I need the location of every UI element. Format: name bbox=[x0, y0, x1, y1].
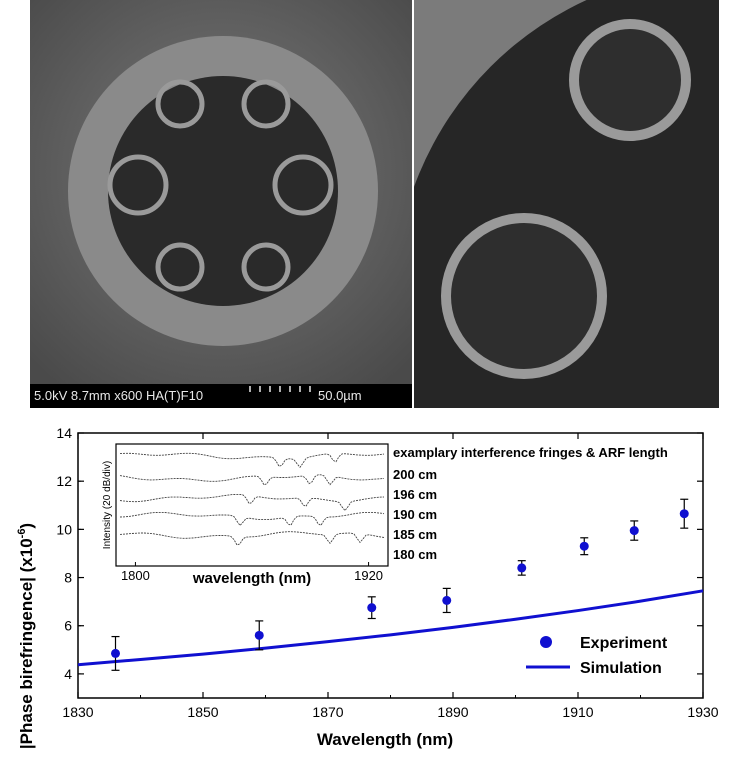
y-tick-label: 8 bbox=[64, 570, 72, 586]
x-tick-label: 1930 bbox=[687, 704, 718, 720]
sem-info-bar: 5.0kV 8.7mm x600 HA(T)F10 50.0µm bbox=[30, 384, 412, 408]
sem-image-cross-section: 5.0kV 8.7mm x600 HA(T)F10 50.0µm bbox=[30, 0, 412, 408]
x-axis-ticks: 1830 1850 1870 1890 1910 1930 bbox=[62, 433, 719, 720]
capillary-rings bbox=[107, 79, 334, 292]
y-axis-label-suffix: ) bbox=[17, 523, 36, 529]
experiment-layer bbox=[111, 498, 689, 671]
scale-bar-label: 50.0µm bbox=[318, 388, 362, 403]
simulation-layer bbox=[77, 589, 704, 667]
y-tick-label: 6 bbox=[64, 618, 72, 634]
y-axis-label: |Phase birefringence| (x10-6) bbox=[16, 523, 36, 749]
inset-fringe-trace bbox=[119, 452, 385, 469]
fiber-zoom-graphic bbox=[414, 0, 719, 408]
y-tick-label: 12 bbox=[56, 473, 72, 489]
inset-border bbox=[115, 443, 389, 567]
capillary-ring-lower bbox=[441, 213, 607, 379]
fiber-cross-section-graphic bbox=[30, 0, 412, 384]
legend-experiment-marker bbox=[540, 636, 552, 648]
experiment-point bbox=[111, 648, 120, 658]
inset-plot: 1800 1920 wavelength (nm) Intensity (20 dB/… bbox=[102, 443, 668, 587]
y-axis-label-main: |Phase birefringence| (x10 bbox=[17, 538, 36, 749]
x-tick-label: 1830 bbox=[62, 704, 93, 720]
legend-experiment-label: Experiment bbox=[580, 635, 668, 652]
inset-trace-label: 196 cm bbox=[393, 487, 437, 502]
x-tick-label: 1870 bbox=[312, 704, 343, 720]
inset-trace-label: 180 cm bbox=[393, 547, 437, 562]
x-tick-label: 1890 bbox=[437, 704, 468, 720]
legend-simulation-label: Simulation bbox=[580, 660, 662, 677]
sem-info-text: 5.0kV 8.7mm x600 HA(T)F10 bbox=[34, 388, 204, 403]
experiment-point bbox=[254, 630, 264, 640]
y-tick-label: 14 bbox=[56, 425, 72, 441]
legend: Experiment Simulation bbox=[526, 635, 668, 677]
y-tick-label: 10 bbox=[56, 521, 72, 537]
inset-x-tick-label: 1800 bbox=[121, 568, 150, 583]
inset-trace-label: 185 cm bbox=[393, 527, 437, 542]
experiment-point bbox=[629, 526, 639, 536]
experiment-point bbox=[679, 509, 689, 519]
inset-y-axis-label: Intensity (20 dB/div) bbox=[102, 461, 113, 549]
experiment-point bbox=[579, 541, 589, 551]
inset-fringe-trace bbox=[119, 474, 385, 486]
experiment-point bbox=[367, 603, 377, 613]
inset-fringe-trace bbox=[119, 493, 385, 512]
inset-title: examplary interference fringes & ARF len… bbox=[393, 445, 668, 460]
sem-image-zoom bbox=[414, 0, 719, 408]
y-tick-label: 4 bbox=[64, 666, 72, 682]
inset-trace-label: 200 cm bbox=[393, 467, 437, 482]
scale-bar-ticks bbox=[249, 386, 311, 392]
inset-fringe-trace bbox=[119, 531, 385, 546]
y-axis-ticks: 4 6 8 10 12 14 bbox=[56, 425, 703, 682]
experiment-point bbox=[442, 595, 452, 605]
inset-x-tick-label: 1920 bbox=[354, 568, 383, 583]
x-tick-label: 1850 bbox=[187, 704, 218, 720]
inset-trace-label: 190 cm bbox=[393, 507, 437, 522]
experiment-point bbox=[517, 563, 527, 573]
inset-x-axis-label: wavelength (nm) bbox=[192, 570, 311, 587]
simulation-line bbox=[77, 589, 704, 667]
x-tick-label: 1910 bbox=[562, 704, 593, 720]
inset-fringe-trace bbox=[119, 511, 385, 527]
x-axis-label: Wavelength (nm) bbox=[317, 730, 453, 749]
y-axis-label-exponent: -6 bbox=[16, 529, 28, 539]
capillary-ring-upper bbox=[569, 19, 691, 141]
fiber-core bbox=[108, 76, 338, 306]
